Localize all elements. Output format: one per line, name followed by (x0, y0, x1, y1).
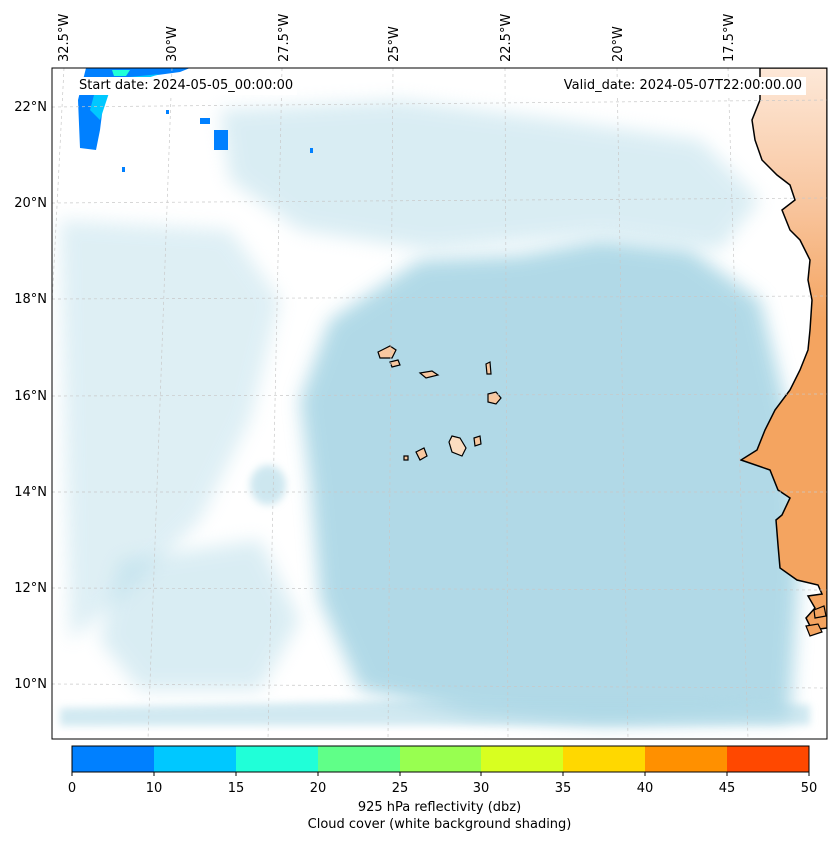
colorbar-subtitle: Cloud cover (white background shading) (307, 817, 572, 832)
start-date-label: Start date: 2024-05-05_00:00:00 (75, 77, 298, 95)
lat-label: 10°N (14, 677, 47, 692)
lon-label: 30°W (165, 26, 180, 62)
cape-verde-islands (377, 345, 502, 461)
lon-label: 32.5°W (57, 14, 72, 62)
colorbar-tick: 10 (146, 781, 163, 796)
reflectivity-fleck (166, 110, 169, 114)
colorbar-tick: 30 (473, 781, 490, 796)
cloud-patch-small (250, 465, 286, 505)
colorbar-tick: 35 (555, 781, 572, 796)
reflectivity-fleck (122, 167, 125, 172)
reflectivity-fleck (214, 130, 228, 150)
valid-date-label: Valid_date: 2024-05-07T22:00:00.00 (559, 77, 806, 95)
cloud-band-north (220, 100, 760, 250)
colorbar-tick: 50 (801, 781, 818, 796)
colorbar: 0 10 15 20 25 30 35 40 45 50 (68, 745, 818, 796)
lat-label: 14°N (14, 485, 47, 500)
lat-label: 20°N (14, 196, 47, 211)
colorbar-tick: 20 (310, 781, 327, 796)
island-santiago (448, 435, 467, 457)
lon-label: 25°W (387, 26, 402, 62)
colorbar-segment (400, 746, 481, 772)
colorbar-tick: 25 (392, 781, 409, 796)
colorbar-segment (318, 746, 400, 772)
reflectivity-core (112, 70, 130, 76)
island-santo-antao (377, 345, 397, 359)
lon-label: 17.5°W (722, 14, 737, 62)
colorbar-tick: 0 (68, 781, 76, 796)
lat-label: 22°N (14, 100, 47, 115)
map-frame (51, 67, 828, 740)
lat-label: 18°N (14, 292, 47, 307)
colorbar-segment (72, 746, 154, 772)
colorbar-segment (236, 746, 318, 772)
lon-label: 27.5°W (277, 14, 292, 62)
colorbar-segment (645, 746, 727, 772)
cloud-band-south (60, 700, 810, 726)
cloud-patch-sw (100, 540, 300, 690)
island-sao-nicolau (418, 370, 440, 379)
map-area (52, 68, 827, 739)
island-brava (403, 455, 409, 461)
cloud-band-west (60, 220, 280, 640)
african-islands (805, 605, 827, 637)
colorbar-segment (727, 746, 809, 772)
cloud-cover-shading (60, 100, 810, 726)
colorbar-segment (481, 746, 563, 772)
colorbar-tick: 15 (228, 781, 245, 796)
lat-label: 12°N (14, 581, 47, 596)
island-sal (485, 361, 492, 375)
longitude-labels: 32.5°W 30°W 27.5°W 25°W 22.5°W 20°W 17.5… (57, 14, 737, 62)
gridlines (52, 68, 827, 739)
reflectivity-fleck (200, 118, 210, 124)
colorbar-frame (71, 745, 810, 773)
lat-label: 16°N (14, 389, 47, 404)
cloud-mass-main (300, 240, 800, 725)
island-maio (473, 435, 482, 447)
colorbar-segment (154, 746, 236, 772)
colorbar-segment (563, 746, 645, 772)
lon-label: 22.5°W (499, 14, 514, 62)
africa-land (739, 68, 827, 631)
colorbar-title: 925 hPa reflectivity (dbz) (357, 800, 522, 815)
island-fogo (415, 447, 428, 461)
reflectivity-fleck (310, 148, 313, 153)
lon-label: 20°W (611, 26, 626, 62)
island-sao-vicente (389, 359, 401, 368)
colorbar-tick: 40 (637, 781, 654, 796)
colorbar-tick: 45 (719, 781, 736, 796)
latitude-labels: 22°N 20°N 18°N 16°N 14°N 12°N 10°N (14, 100, 47, 692)
